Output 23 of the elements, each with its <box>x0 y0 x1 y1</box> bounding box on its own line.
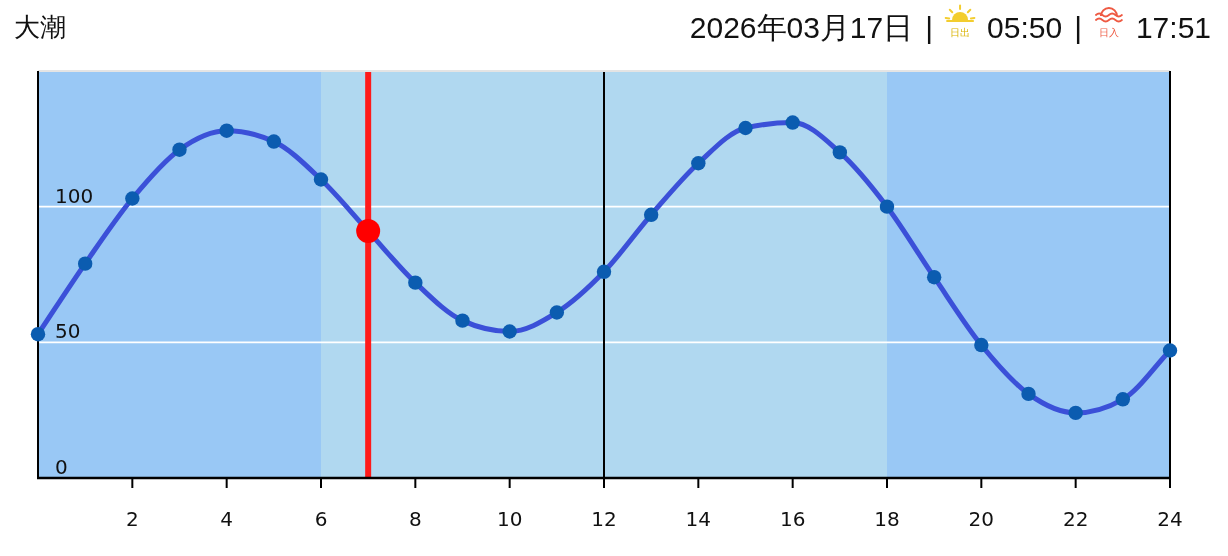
x-tick-label: 4 <box>220 507 234 531</box>
x-tick-label: 14 <box>685 507 712 531</box>
text: 05:50 <box>987 11 1063 44</box>
x-tick-label: 18 <box>874 507 900 531</box>
text: | <box>1074 11 1082 44</box>
y-tick-label: 50 <box>55 319 81 344</box>
chart-title: 大潮 <box>14 12 66 42</box>
x-tick-label: 2 <box>125 507 139 531</box>
x-tick-label: 12 <box>591 507 617 531</box>
y-tick-label: 100 <box>55 183 94 208</box>
chart-subtitle: 2026年03月17日 <box>689 11 914 44</box>
x-tick-label: 22 <box>1062 507 1089 531</box>
x-tick-label: 10 <box>496 507 523 531</box>
x-tick-label: 16 <box>779 507 806 531</box>
x-tick-label: 24 <box>1157 507 1183 531</box>
y-tick-label: 0 <box>55 455 68 479</box>
text: | <box>925 11 934 44</box>
text: 17:51 <box>1135 11 1211 44</box>
x-tick-label: 6 <box>314 507 328 531</box>
text: 日出 <box>950 27 971 38</box>
text: 日入 <box>1098 27 1119 38</box>
x-tick-label: 20 <box>968 507 995 531</box>
x-tick-label: 8 <box>408 507 422 531</box>
